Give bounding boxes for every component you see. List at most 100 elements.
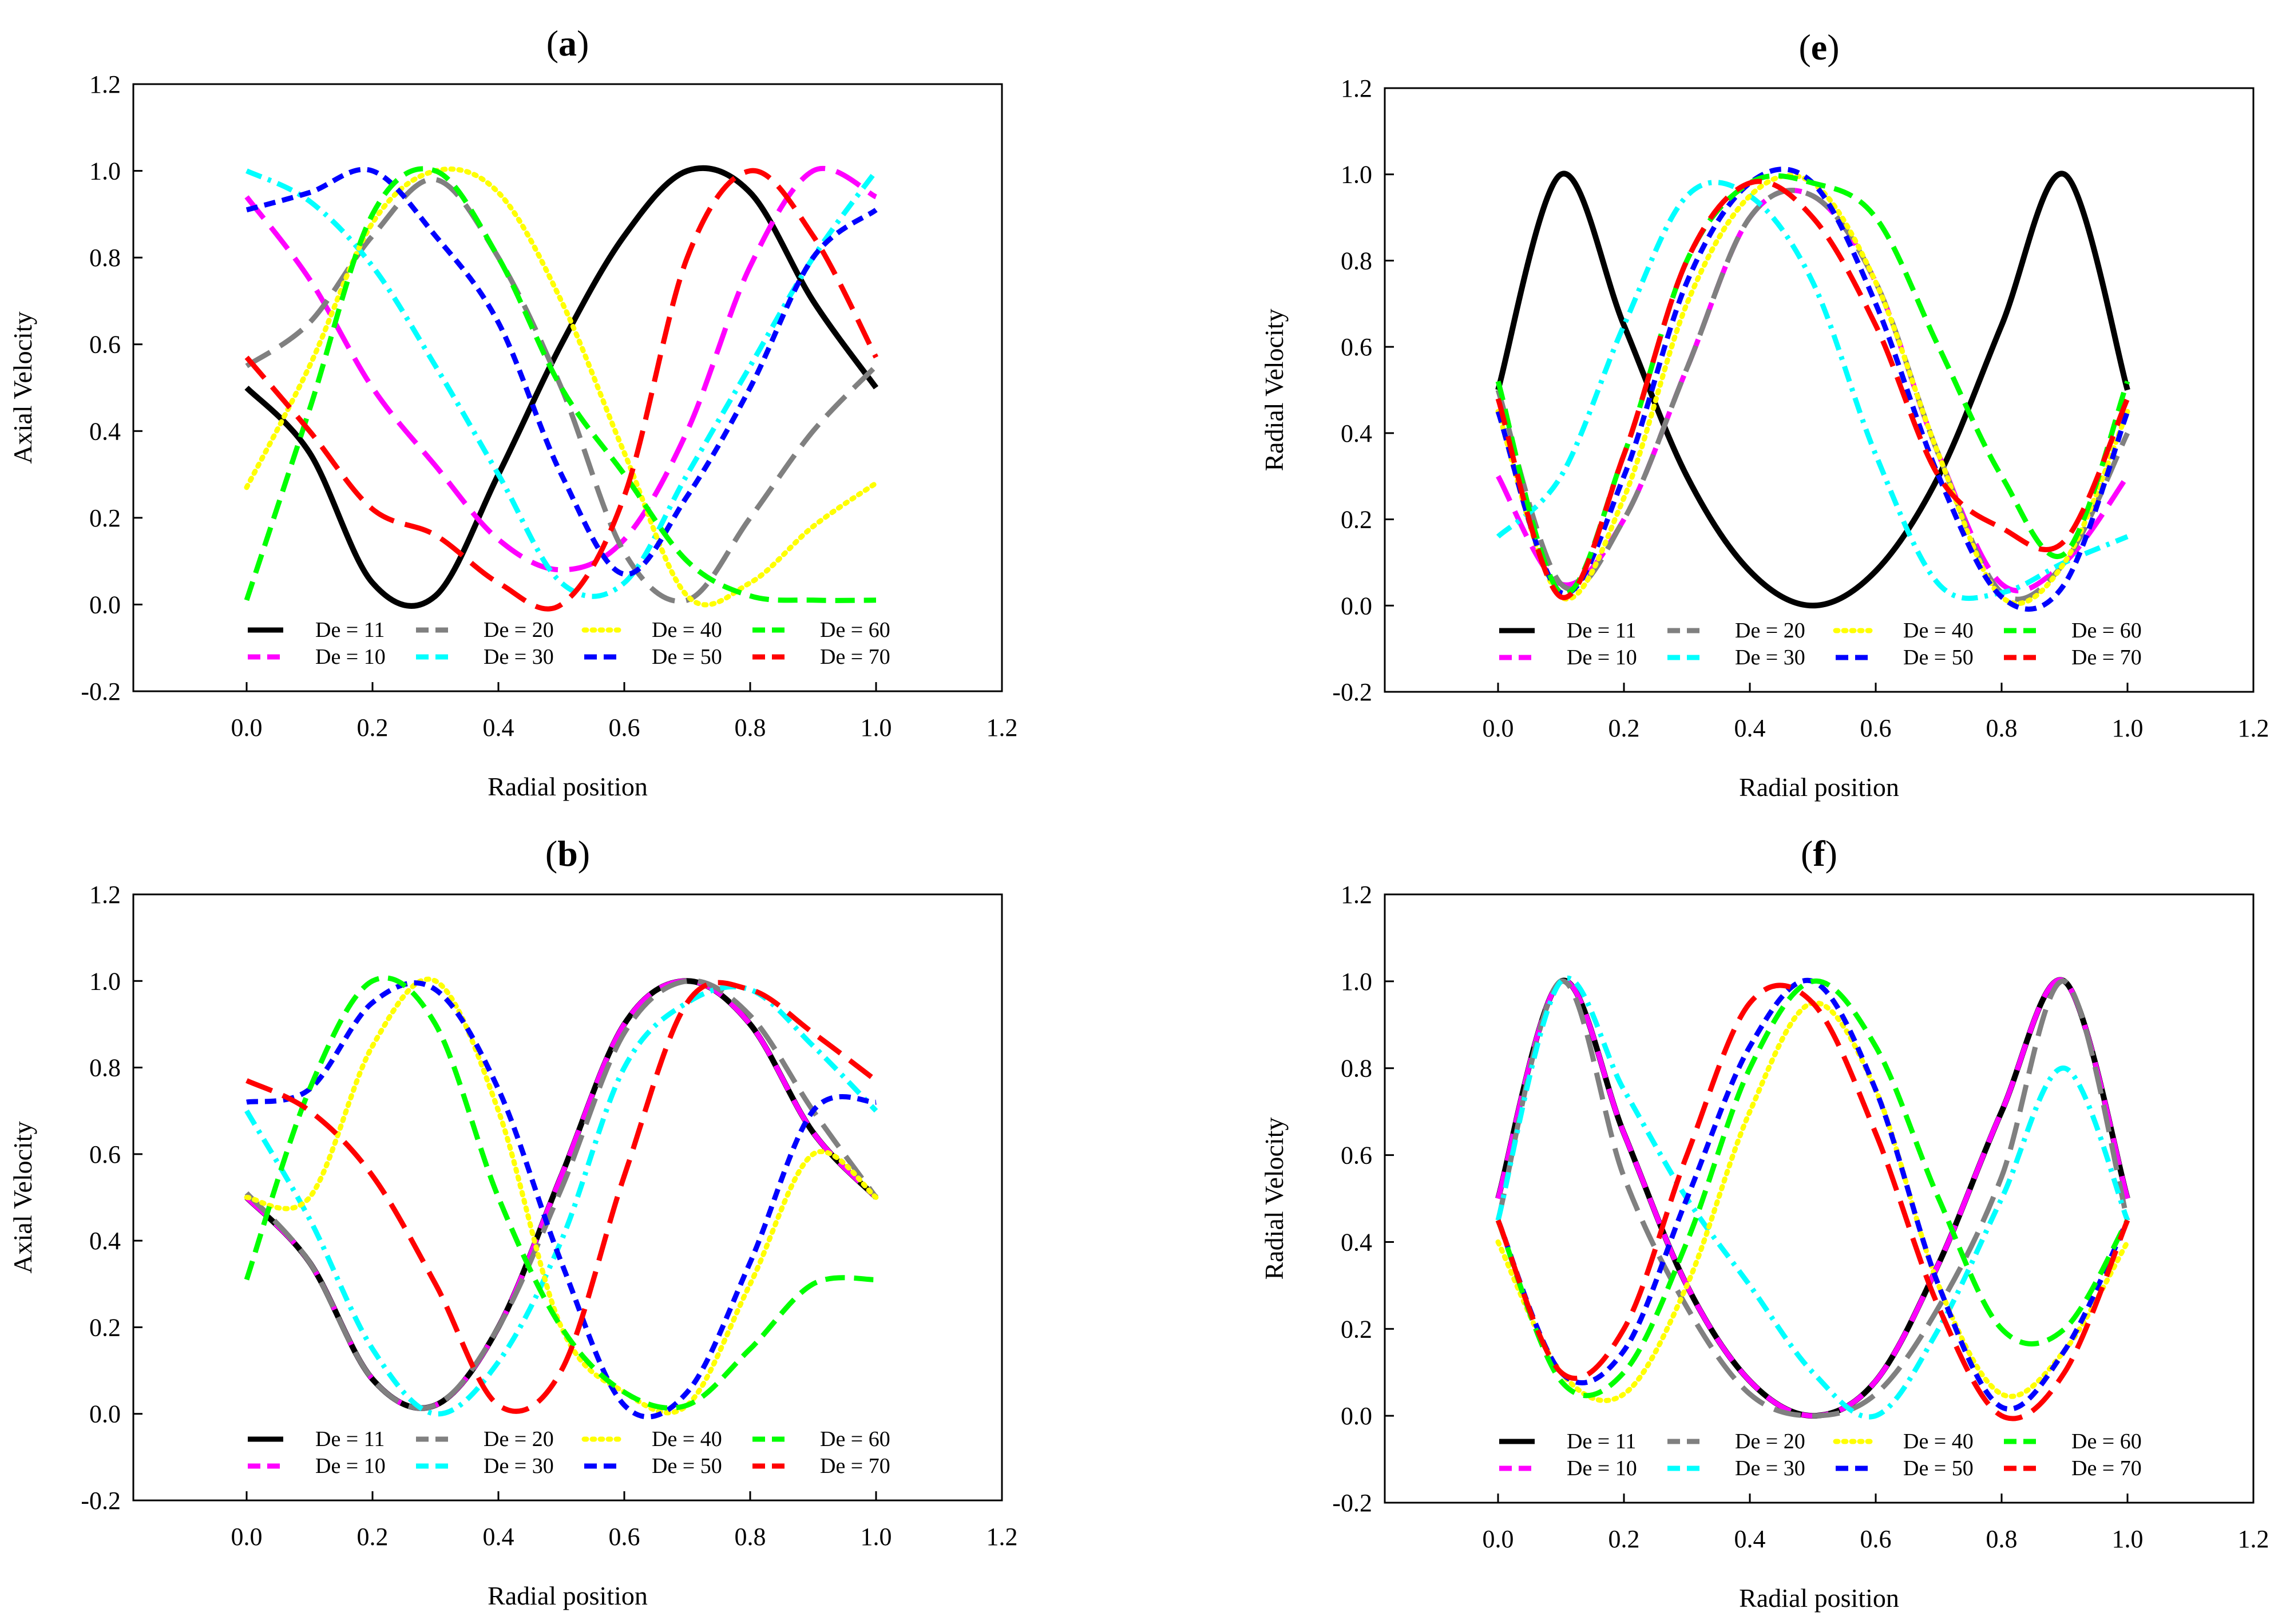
panel-title-close-paren: )	[578, 833, 590, 874]
panel-title-open-paren: (	[1801, 833, 1813, 874]
x-tick-label: 0.4	[483, 714, 514, 742]
legend-label: De = 20	[484, 1427, 554, 1451]
y-tick-label: 0.6	[1341, 333, 1372, 361]
x-tick-label: 1.0	[861, 714, 892, 742]
legend-label: De = 40	[1903, 1429, 1974, 1453]
legend-label: De = 11	[1567, 1429, 1636, 1453]
y-tick-label: 1.2	[1341, 881, 1372, 909]
panel-title-letter: b	[557, 833, 578, 874]
y-tick-label: 0.0	[89, 1400, 121, 1428]
panel-title-open-paren: (	[546, 23, 558, 64]
x-tick-label: 0.8	[1986, 1525, 2018, 1553]
series-line-de10	[244, 978, 878, 1411]
x-tick-label: 1.0	[2112, 714, 2144, 742]
legend-label: De = 50	[652, 645, 722, 669]
y-tick-label: 0.2	[89, 1313, 121, 1341]
panel-title-close-paren: )	[577, 23, 589, 64]
y-tick-label: 0.2	[1341, 1315, 1372, 1343]
series-line-de11	[1495, 977, 2130, 1419]
series-line-de70	[244, 168, 878, 612]
y-tick-label: 1.0	[89, 967, 121, 995]
y-tick-label: 0.6	[89, 331, 121, 359]
y-tick-label: 0.4	[1341, 1228, 1372, 1256]
x-tick-label: 1.2	[2238, 714, 2269, 742]
y-tick-label: 1.0	[1341, 161, 1372, 189]
panel-title-open-paren: (	[545, 833, 557, 874]
y-tick-label: 0.0	[1341, 592, 1372, 620]
series-line-de30	[1495, 975, 2130, 1420]
legend-label: De = 50	[1903, 645, 1974, 670]
y-tick-label: 0.8	[89, 244, 121, 272]
panel-title: (a)	[546, 23, 589, 64]
x-tick-label: 0.2	[1608, 1525, 1640, 1553]
chart-panel-f: (f) -0.2 0.0 0.2 0.4 0.6 0.8 1.0 1.2 0.0 0.2 0.4 0.6…	[1259, 833, 2269, 1613]
legend-label: De = 50	[1903, 1456, 1974, 1480]
y-tick-label: 0.0	[1341, 1402, 1372, 1430]
y-tick-label: -0.2	[81, 1487, 121, 1515]
y-axis-label: Radial Velocity	[1259, 1117, 1289, 1280]
legend-label: De = 11	[1567, 619, 1636, 643]
legend-label: De = 40	[652, 1427, 722, 1451]
series-line-de70	[1495, 179, 2130, 600]
panel-title: (b)	[545, 833, 590, 874]
legend-label: De = 10	[1567, 1456, 1637, 1480]
panel-title-letter: f	[1813, 833, 1825, 874]
panel-title-open-paren: (	[1798, 27, 1810, 68]
legend-label: De = 20	[484, 618, 554, 642]
legend-label: De = 60	[2071, 1429, 2142, 1453]
y-tick-label: -0.2	[81, 678, 121, 706]
y-axis-label: Radial Velocity	[1259, 308, 1289, 471]
legend-label: De = 70	[2071, 1456, 2142, 1480]
series-line-de40	[244, 976, 879, 1416]
y-tick-label: 1.2	[89, 881, 121, 909]
series-line-de20	[1495, 979, 2130, 1419]
series-line-de60	[1495, 978, 2130, 1399]
x-tick-label: 0.8	[735, 1523, 766, 1551]
y-axis-label: Axial Velocity	[8, 1121, 37, 1273]
legend-label: De = 70	[820, 645, 890, 669]
legend-label: De = 30	[484, 1454, 554, 1478]
x-tick-label: 0.0	[231, 1523, 263, 1551]
y-tick-label: 0.4	[89, 417, 121, 445]
series-line-de20	[244, 978, 878, 1411]
y-tick-label: 1.0	[1341, 968, 1372, 996]
x-tick-label: 0.0	[231, 714, 263, 742]
legend-label: De = 10	[315, 1454, 386, 1478]
panel-title-close-paren: )	[1825, 833, 1837, 874]
panel-title: (e)	[1798, 27, 1839, 68]
y-tick-label: 0.4	[89, 1227, 121, 1255]
y-tick-label: 0.6	[1341, 1142, 1372, 1170]
series-line-de70	[1495, 983, 2130, 1421]
series-line-de60	[244, 166, 877, 603]
legend-label: De = 30	[484, 645, 554, 669]
x-tick-label: 0.4	[1734, 714, 1766, 742]
x-tick-label: 0.4	[1734, 1525, 1766, 1553]
series-line-de50	[245, 167, 878, 577]
x-tick-label: 0.2	[357, 1523, 389, 1551]
legend-label: De = 70	[820, 1454, 890, 1478]
legend-label: De = 50	[652, 1454, 722, 1478]
legend-label: De = 11	[315, 1427, 385, 1451]
x-tick-label: 0.2	[1608, 714, 1640, 742]
y-tick-label: 1.2	[1341, 74, 1372, 102]
x-tick-label: 0.4	[483, 1523, 514, 1551]
legend-label: De = 11	[315, 618, 385, 642]
y-tick-label: 0.2	[1341, 506, 1372, 534]
series-line-de60	[1495, 173, 2130, 596]
plot-frame	[1384, 87, 2255, 693]
y-tick-label: 1.2	[89, 70, 121, 98]
x-tick-label: 1.0	[2112, 1525, 2144, 1553]
x-axis-label: Radial position	[1739, 1583, 1899, 1613]
x-tick-label: 0.0	[1483, 1525, 1514, 1553]
chart-panel-e: (e) -0.2 0.0 0.2 0.4 0.6 0.8 1.0 1.2 0.0 0.2 0.4 0.6…	[1259, 27, 2269, 802]
plot-frame	[1384, 893, 2255, 1504]
x-tick-label: 0.6	[609, 1523, 640, 1551]
y-tick-label: 1.0	[89, 157, 121, 185]
y-tick-label: 0.4	[1341, 419, 1372, 447]
x-tick-label: 0.6	[1860, 714, 1892, 742]
plot-frame	[132, 83, 1003, 692]
y-tick-label: 0.8	[1341, 1055, 1372, 1083]
panel-title-letter: a	[558, 23, 577, 64]
series-line-de70	[245, 980, 878, 1414]
legend-label: De = 40	[652, 618, 722, 642]
